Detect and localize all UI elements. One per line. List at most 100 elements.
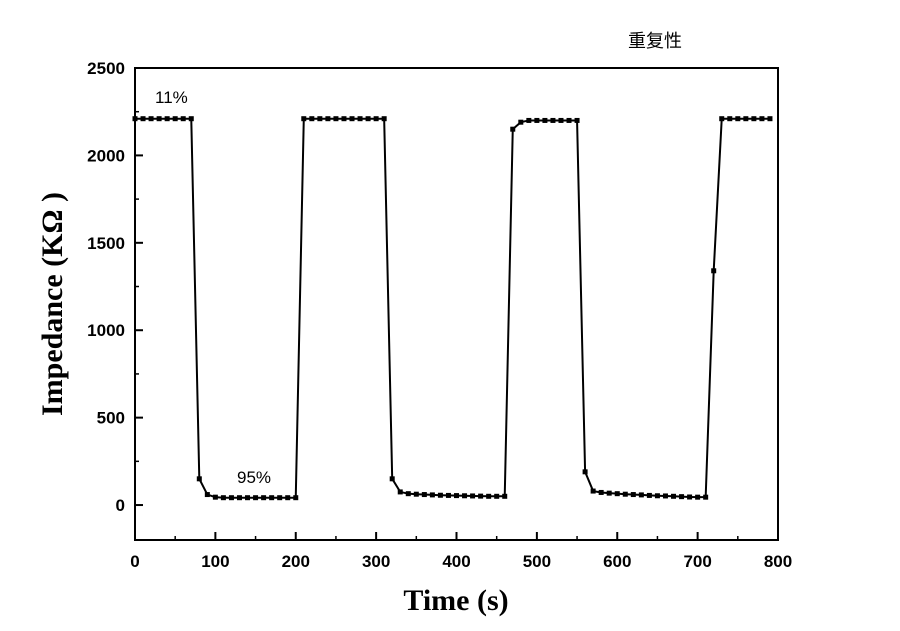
data-point — [470, 493, 476, 499]
data-point — [317, 116, 323, 122]
annotation-high-humidity: 95% — [237, 468, 271, 487]
data-point — [646, 492, 652, 498]
data-point — [759, 116, 765, 122]
y-tick-label: 0 — [116, 496, 125, 515]
data-point — [132, 116, 138, 122]
series-line — [135, 117, 770, 499]
data-point — [164, 116, 170, 122]
data-point — [373, 116, 379, 122]
plot-frame — [134, 67, 779, 541]
data-point — [148, 116, 154, 122]
data-point — [445, 492, 451, 498]
data-point — [526, 117, 532, 123]
x-tick-label: 400 — [442, 552, 470, 571]
data-point — [550, 117, 556, 123]
y-axis-title: Impedance (KΩ ) — [36, 192, 69, 416]
x-axis-title: Time (s) — [403, 584, 508, 617]
data-point — [381, 116, 387, 122]
data-point — [502, 493, 508, 499]
data-point — [204, 492, 210, 498]
data-point — [277, 495, 283, 501]
data-point — [687, 494, 693, 500]
data-point — [437, 492, 443, 498]
x-tick-label: 200 — [282, 552, 310, 571]
data-point — [245, 495, 251, 501]
data-point — [727, 116, 733, 122]
data-point — [454, 493, 459, 499]
data-point — [558, 117, 564, 123]
x-tick-label: 700 — [683, 552, 711, 571]
data-point — [301, 116, 307, 122]
data-point — [486, 493, 492, 499]
data-point — [397, 489, 403, 495]
data-point — [566, 117, 572, 123]
data-point — [172, 116, 178, 122]
data-point — [671, 493, 677, 499]
data-point — [494, 493, 500, 499]
data-point — [590, 488, 596, 494]
data-point — [582, 469, 588, 475]
data-point — [269, 495, 275, 501]
y-tick-label: 1000 — [87, 321, 125, 340]
data-point — [478, 493, 484, 499]
y-axis: 0 500 1000 1500 2000 2500 — [87, 59, 143, 515]
data-point — [679, 494, 685, 500]
x-tick-label: 100 — [201, 552, 229, 571]
x-tick-label: 0 — [130, 552, 139, 571]
data-point — [285, 495, 291, 501]
data-point — [341, 116, 347, 122]
data-point — [510, 126, 516, 132]
data-point — [654, 493, 660, 499]
y-tick-label: 1500 — [87, 234, 125, 253]
data-point — [614, 491, 620, 497]
y-tick-label: 2000 — [87, 146, 125, 165]
data-point — [462, 493, 468, 499]
data-point — [196, 476, 202, 482]
data-point — [598, 489, 604, 495]
data-point — [212, 494, 218, 500]
data-point — [751, 116, 757, 122]
annotation-low-humidity: 11% — [155, 88, 188, 107]
data-point — [662, 493, 668, 499]
data-point — [188, 116, 194, 122]
data-point — [518, 119, 524, 125]
data-point — [180, 116, 186, 122]
data-point — [261, 495, 267, 501]
data-point — [421, 492, 427, 498]
data-point — [156, 116, 162, 122]
data-point — [253, 495, 259, 501]
data-point — [703, 494, 709, 500]
data-point — [622, 491, 628, 497]
x-tick-label: 600 — [603, 552, 631, 571]
data-point — [309, 116, 315, 122]
data-point — [405, 491, 411, 497]
chart-title: 重复性 — [628, 31, 682, 52]
x-axis: 0 100 200 300 400 500 600 700 800 — [130, 532, 792, 571]
data-point — [365, 116, 371, 122]
data-point — [140, 116, 146, 122]
x-tick-label: 800 — [764, 552, 792, 571]
data-point — [743, 116, 749, 122]
data-point — [630, 492, 636, 498]
data-point — [711, 268, 717, 274]
data-point — [606, 490, 612, 496]
data-point — [767, 116, 773, 122]
data-point — [719, 116, 725, 122]
y-tick-label: 2500 — [87, 59, 125, 78]
data-point — [574, 117, 580, 123]
data-point — [389, 476, 395, 482]
data-point — [534, 117, 540, 123]
data-point — [228, 495, 234, 501]
data-point — [357, 116, 363, 122]
data-point — [695, 494, 701, 500]
x-tick-label: 300 — [362, 552, 390, 571]
data-point — [429, 492, 435, 498]
data-point — [293, 495, 299, 501]
data-point — [349, 116, 355, 122]
data-point — [413, 491, 419, 497]
y-tick-label: 500 — [97, 409, 125, 428]
series-layer — [132, 116, 773, 501]
data-point — [236, 495, 242, 501]
x-tick-label: 500 — [523, 552, 551, 571]
